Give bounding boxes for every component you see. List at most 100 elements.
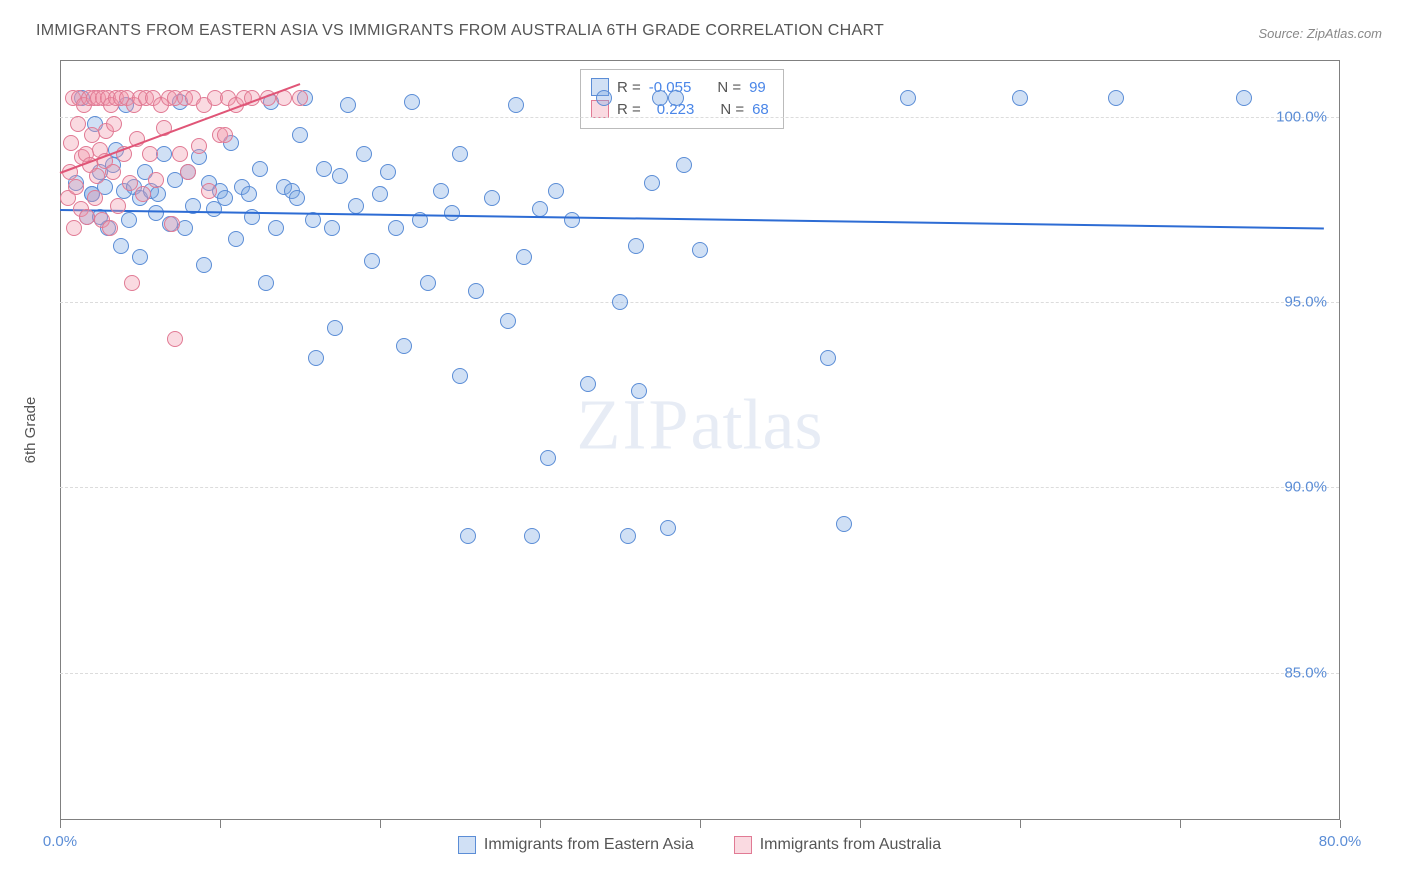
n-value-eastern-asia: 99 — [749, 79, 766, 96]
scatter-point-eastern_asia — [836, 516, 852, 532]
y-tick-label: 85.0% — [1284, 664, 1327, 681]
n-label: N = — [720, 101, 744, 118]
x-tick — [1020, 820, 1021, 828]
scatter-point-eastern_asia — [1108, 90, 1124, 106]
scatter-point-eastern_asia — [596, 90, 612, 106]
r-label: R = — [617, 101, 641, 118]
gridline-h — [60, 302, 1339, 303]
scatter-point-eastern_asia — [327, 320, 343, 336]
scatter-point-australia — [191, 138, 207, 154]
scatter-point-eastern_asia — [460, 528, 476, 544]
r-label: R = — [617, 79, 641, 96]
scatter-point-eastern_asia — [252, 161, 268, 177]
gridline-h — [60, 487, 1339, 488]
x-tick-label-right: 80.0% — [1319, 833, 1362, 850]
scatter-point-australia — [201, 183, 217, 199]
scatter-point-australia — [87, 190, 103, 206]
scatter-point-eastern_asia — [420, 275, 436, 291]
chart-source: Source: ZipAtlas.com — [1258, 26, 1382, 41]
gridline-h — [60, 117, 1339, 118]
scatter-point-australia — [172, 146, 188, 162]
scatter-point-eastern_asia — [692, 242, 708, 258]
scatter-point-eastern_asia — [644, 175, 660, 191]
scatter-point-eastern_asia — [388, 220, 404, 236]
scatter-point-eastern_asia — [548, 183, 564, 199]
scatter-point-eastern_asia — [620, 528, 636, 544]
scatter-point-eastern_asia — [628, 238, 644, 254]
scatter-point-eastern_asia — [564, 212, 580, 228]
y-tick-label: 95.0% — [1284, 293, 1327, 310]
scatter-point-eastern_asia — [652, 90, 668, 106]
scatter-point-eastern_asia — [241, 186, 257, 202]
scatter-point-eastern_asia — [356, 146, 372, 162]
legend-swatch-eastern-asia — [458, 836, 476, 854]
y-axis-label: 6th Grade — [22, 397, 39, 464]
y-tick-label: 90.0% — [1284, 479, 1327, 496]
scatter-point-eastern_asia — [508, 97, 524, 113]
scatter-point-eastern_asia — [540, 450, 556, 466]
x-tick — [860, 820, 861, 828]
scatter-point-australia — [102, 220, 118, 236]
scatter-point-eastern_asia — [532, 201, 548, 217]
scatter-point-eastern_asia — [380, 164, 396, 180]
gridline-h — [60, 673, 1339, 674]
scatter-point-eastern_asia — [268, 220, 284, 236]
scatter-point-eastern_asia — [150, 186, 166, 202]
x-tick — [1180, 820, 1181, 828]
scatter-point-australia — [164, 216, 180, 232]
scatter-point-australia — [105, 164, 121, 180]
scatter-point-australia — [180, 164, 196, 180]
scatter-point-australia — [124, 275, 140, 291]
scatter-point-eastern_asia — [516, 249, 532, 265]
scatter-point-eastern_asia — [580, 376, 596, 392]
scatter-point-eastern_asia — [612, 294, 628, 310]
legend-swatch-australia — [734, 836, 752, 854]
scatter-point-eastern_asia — [121, 212, 137, 228]
scatter-point-australia — [148, 172, 164, 188]
x-tick — [60, 820, 61, 828]
scatter-point-eastern_asia — [148, 205, 164, 221]
scatter-point-eastern_asia — [156, 146, 172, 162]
x-tick — [380, 820, 381, 828]
x-tick — [700, 820, 701, 828]
scatter-point-eastern_asia — [452, 368, 468, 384]
chart-plot-border — [60, 61, 1339, 820]
scatter-point-eastern_asia — [900, 90, 916, 106]
scatter-point-eastern_asia — [340, 97, 356, 113]
scatter-point-eastern_asia — [289, 190, 305, 206]
scatter-point-eastern_asia — [1236, 90, 1252, 106]
scatter-point-australia — [142, 146, 158, 162]
legend-label-eastern-asia: Immigrants from Eastern Asia — [484, 836, 694, 854]
x-tick — [220, 820, 221, 828]
scatter-point-australia — [89, 168, 105, 184]
scatter-point-eastern_asia — [500, 313, 516, 329]
scatter-point-eastern_asia — [668, 90, 684, 106]
scatter-point-eastern_asia — [676, 157, 692, 173]
n-value-australia: 68 — [752, 101, 769, 118]
x-tick — [540, 820, 541, 828]
scatter-point-australia — [292, 90, 308, 106]
legend-item-australia: Immigrants from Australia — [734, 836, 941, 854]
scatter-point-eastern_asia — [1012, 90, 1028, 106]
scatter-point-eastern_asia — [316, 161, 332, 177]
scatter-point-australia — [217, 127, 233, 143]
scatter-point-eastern_asia — [820, 350, 836, 366]
x-tick-label-left: 0.0% — [43, 833, 77, 850]
legend-label-australia: Immigrants from Australia — [760, 836, 941, 854]
scatter-point-eastern_asia — [372, 186, 388, 202]
scatter-point-eastern_asia — [324, 220, 340, 236]
scatter-point-australia — [68, 179, 84, 195]
scatter-point-eastern_asia — [348, 198, 364, 214]
scatter-point-eastern_asia — [258, 275, 274, 291]
scatter-point-eastern_asia — [631, 383, 647, 399]
scatter-point-eastern_asia — [292, 127, 308, 143]
scatter-point-eastern_asia — [228, 231, 244, 247]
x-tick — [1340, 820, 1341, 828]
chart-title: IMMIGRANTS FROM EASTERN ASIA VS IMMIGRAN… — [36, 22, 884, 40]
scatter-point-eastern_asia — [444, 205, 460, 221]
scatter-point-eastern_asia — [404, 94, 420, 110]
y-tick-label: 100.0% — [1276, 108, 1327, 125]
scatter-point-australia — [110, 198, 126, 214]
scatter-point-eastern_asia — [217, 190, 233, 206]
scatter-point-eastern_asia — [332, 168, 348, 184]
